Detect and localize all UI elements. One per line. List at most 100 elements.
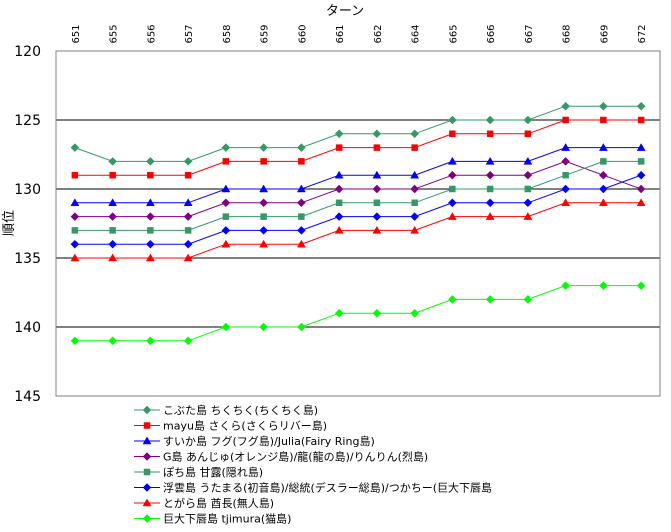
data-point [372,129,382,139]
data-point [410,225,420,234]
legend-entry: ぽち島 甘露(隠れ島) [134,465,263,479]
series-8 [70,281,646,346]
data-point [146,212,155,221]
x-axis-ticks: 651 655 656 657 658 659 660 661 662 664 665 666 667 6… [71,24,648,43]
data-point [448,198,457,208]
data-point [184,227,192,234]
data-point [373,199,381,207]
data-point [184,171,192,179]
x-tick-label: 660 [297,24,308,43]
legend-label: 巨大下唇島 tjimura(猫島) [163,512,291,526]
data-point [561,198,571,207]
data-point [147,171,154,179]
data-point [636,101,646,111]
data-point [260,213,267,220]
data-point [70,336,80,346]
data-point [335,199,343,207]
data-point [334,129,344,139]
data-point [335,144,343,151]
data-point [334,308,344,318]
data-point [449,130,456,138]
data-point [485,156,495,165]
data-point [447,156,457,165]
data-point [183,239,193,249]
data-point [636,143,646,151]
data-point [485,170,495,180]
series-6 [70,170,646,249]
data-point [221,198,231,208]
legend-entry: すいか島 フグ(フグ島)/Julia(Fairy Ring島) [134,434,375,448]
data-point [221,184,231,193]
x-tick-label: 662 [373,24,384,43]
legend-entry: 浮雲島 うたまる(初音島)/総統(デスラー総島)/つかちー(巨大下唇島 [134,481,492,495]
legend-label: mayu島 さくら(さくらリバー島) [163,419,327,433]
x-tick-label: 658 [222,24,233,43]
data-point [448,295,457,304]
y-tick-label: 140 [14,320,41,336]
data-point [109,171,116,179]
data-point [298,158,305,165]
data-point [410,184,419,194]
x-tick-label: 667 [524,24,535,43]
legend: こぶた島 ちくちく(ちくちく島) mayu島 さくら(さくらリバー島)すいか島 フ… [134,403,492,526]
data-point [636,170,646,180]
data-point [562,171,569,179]
series-line [74,105,642,162]
data-point [70,143,80,152]
data-point [411,144,418,151]
data-point [297,322,306,332]
data-point [485,295,495,304]
data-point [259,198,268,208]
data-point [183,198,193,207]
data-point [636,281,646,290]
x-axis-title: ターン [326,4,364,19]
data-point [108,212,117,221]
data-point [183,212,193,221]
legend-label: G島 あんじゅ(オレンジ島)/龍(龍の島)/りんりん(烈島) [163,450,428,464]
data-point [297,198,306,208]
x-tick-label: 664 [411,24,422,43]
data-point [71,227,79,234]
series-line [74,160,642,231]
data-point [108,239,117,249]
data-point [523,170,533,180]
y-tick-label: 145 [14,389,41,405]
x-tick-label: 655 [109,24,120,43]
legend-swatch-marker [142,483,152,492]
legend-entry: mayu島 さくら(さくらリバー島) [134,419,327,433]
y-tick-label: 135 [14,251,41,267]
data-point [297,143,306,152]
data-point [599,101,608,111]
series-line [74,119,642,176]
data-point [259,239,269,248]
data-point [147,227,154,234]
x-tick-label: 659 [260,24,271,43]
data-point [524,130,532,138]
data-point [599,281,608,290]
legend-swatch-marker [143,422,151,429]
data-point [637,158,645,165]
data-point [524,185,532,193]
data-point [222,213,230,220]
data-point [561,157,570,166]
data-point [485,212,495,220]
legend-label: ぽち島 甘露(隠れ島) [163,465,263,479]
data-point [636,198,646,207]
series-line [74,147,642,204]
data-point [599,170,608,180]
y-axis-title: 順位 [2,210,17,236]
data-point [146,239,155,249]
legend-label: 浮雲島 うたまる(初音島)/総統(デスラー総島)/つかちー(巨大下唇島 [163,481,492,495]
legend-swatch-marker [143,468,151,476]
x-tick-label: 665 [448,24,459,43]
data-point [221,322,231,332]
data-point [259,226,268,235]
data-point [108,157,117,166]
data-point [70,198,80,207]
y-axis-ticks: 120 125 130 135 140 145 [14,44,41,405]
data-point [561,281,570,290]
data-point [373,144,381,151]
data-point [372,184,382,194]
